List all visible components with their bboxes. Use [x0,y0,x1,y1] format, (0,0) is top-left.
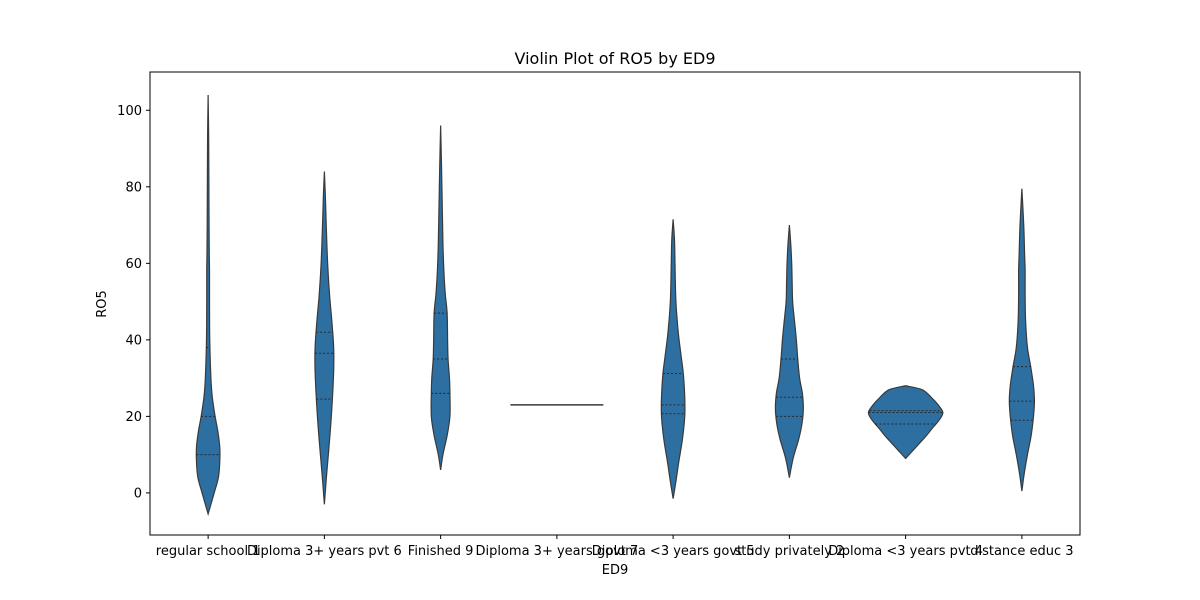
violin-2 [314,171,335,505]
x-tick-label: distance educ 3 [970,544,1073,559]
x-axis-label: ED9 [602,563,629,578]
y-tick-label: 100 [117,104,142,119]
violin-body [430,125,451,471]
violin-body [1008,188,1036,492]
y-axis: 0 20 40 60 80 100 [117,104,150,501]
violin-3 [430,125,451,471]
violin-8 [1008,188,1036,492]
violin-6 [774,225,804,478]
violin-body [314,171,335,505]
x-tick-label: Finished 9 [408,544,474,559]
violin-5 [660,219,686,499]
y-tick-label: 20 [125,410,142,425]
x-tick-label: Diploma 3+ years pvt 6 [247,544,402,559]
violin-body [195,94,221,517]
y-tick-label: 40 [125,333,142,348]
violin-body [660,219,686,499]
violin-1 [195,94,221,517]
x-tick-label: regular school 1 [156,544,261,559]
x-tick-label: Diploma 3+ years govt 7 [475,544,638,559]
x-tick-label: Diploma <3 years pvt 4 [828,544,983,559]
y-tick-label: 80 [125,180,142,195]
x-tick-label: study privately 2 [734,544,844,559]
x-tick-label: Diploma <3 years govt 5 [592,544,755,559]
violin-body [867,385,944,460]
plot-frame [149,71,1081,536]
violin-7 [867,385,944,460]
chart-title: Violin Plot of RO5 by ED9 [515,49,716,68]
y-tick-label: 60 [125,257,142,272]
violin-body [774,225,804,478]
y-tick-label: 0 [134,486,142,501]
violins-layer [195,94,1036,517]
y-axis-label: RO5 [95,290,110,318]
